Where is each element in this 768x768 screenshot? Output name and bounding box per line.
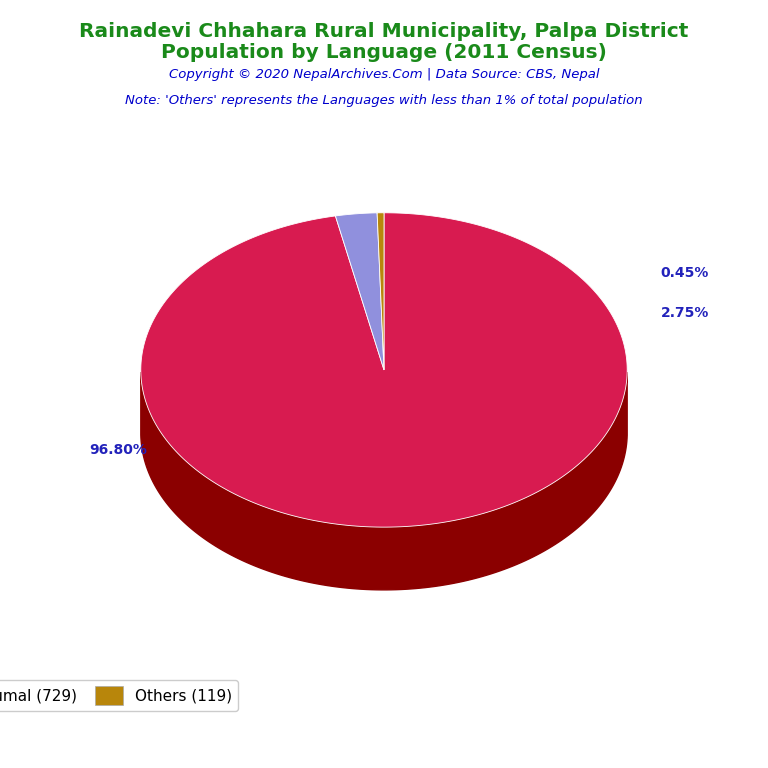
Polygon shape [141,372,627,590]
Legend: Nepali (25,621), Kumal (729), Others (119): Nepali (25,621), Kumal (729), Others (11… [0,680,238,711]
Text: 0.45%: 0.45% [660,266,709,280]
Text: Copyright © 2020 NepalArchives.Com | Data Source: CBS, Nepal: Copyright © 2020 NepalArchives.Com | Dat… [169,68,599,81]
Polygon shape [377,213,384,370]
Text: Note: 'Others' represents the Languages with less than 1% of total population: Note: 'Others' represents the Languages … [125,94,643,107]
Text: 96.80%: 96.80% [90,443,147,457]
Polygon shape [141,213,627,527]
Text: Population by Language (2011 Census): Population by Language (2011 Census) [161,43,607,62]
Text: Rainadevi Chhahara Rural Municipality, Palpa District: Rainadevi Chhahara Rural Municipality, P… [79,22,689,41]
Polygon shape [336,213,384,370]
Text: 2.75%: 2.75% [660,306,709,320]
